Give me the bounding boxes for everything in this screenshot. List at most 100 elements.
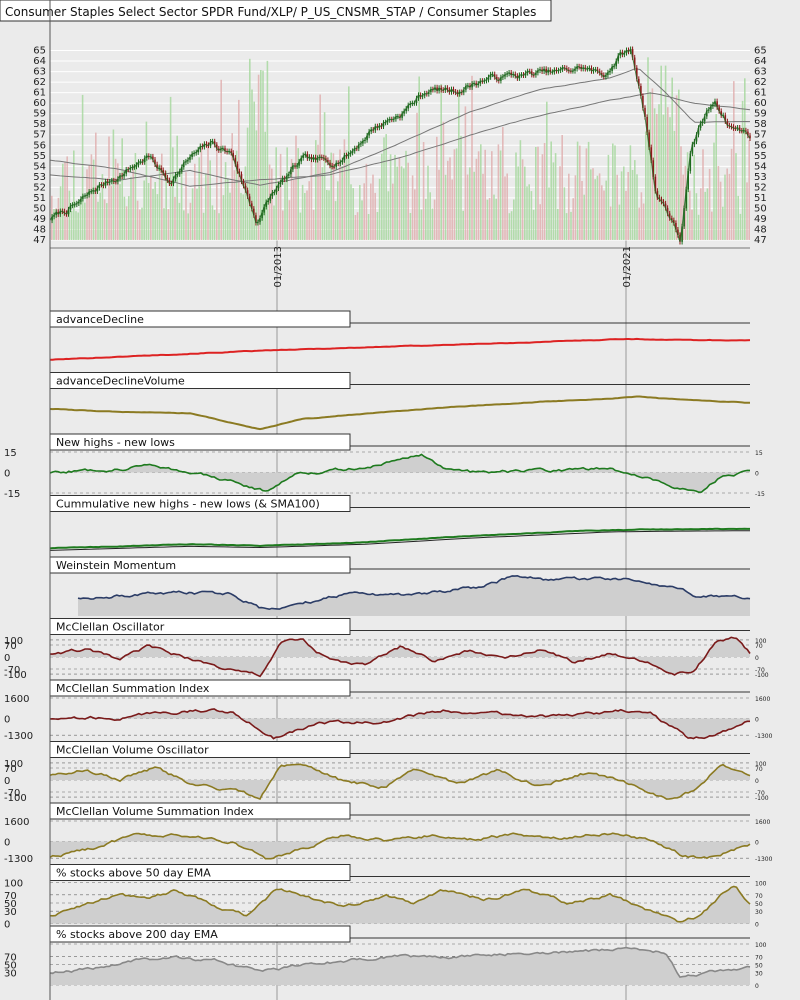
panel-series-line xyxy=(50,636,751,678)
volume-bar xyxy=(645,131,647,240)
volume-bar xyxy=(543,143,546,240)
volume-bar xyxy=(627,172,629,240)
price-candle-body xyxy=(281,178,284,183)
volume-bar xyxy=(222,195,225,240)
panel-title: McClellan Volume Oscillator xyxy=(56,744,209,757)
price-candle-body xyxy=(689,153,692,172)
price-candle-body xyxy=(191,153,193,157)
volume-bar xyxy=(561,135,563,240)
panel-tick-right: 70 xyxy=(755,643,763,650)
price-tick-left: 52 xyxy=(33,182,46,193)
panel-title: New highs - new lows xyxy=(56,436,175,449)
volume-bar xyxy=(244,166,247,240)
price-candle-body xyxy=(636,67,638,79)
panel-series-line xyxy=(77,574,751,611)
price-candle-body xyxy=(119,175,121,179)
price-candle-body xyxy=(263,206,265,213)
price-candle-body xyxy=(104,181,107,186)
price-candle-body xyxy=(693,141,696,145)
volume-bar xyxy=(728,173,731,240)
price-candle-body xyxy=(592,69,595,72)
price-tick-right: 57 xyxy=(754,130,767,141)
panel-tick-left: 0 xyxy=(4,838,10,849)
panel-pctAbove50EMA: % stocks above 50 day EMA100705030010070… xyxy=(4,864,767,931)
volume-bar xyxy=(427,165,429,240)
panel-cumNewHighsLows: Cummulative new highs - new lows (& SMA1… xyxy=(49,495,751,557)
price-candle-body xyxy=(640,86,642,96)
price-candle-body xyxy=(561,67,564,70)
volume-bar xyxy=(152,189,154,240)
volume-bar xyxy=(367,214,370,240)
volume-bar xyxy=(541,154,544,240)
price-candle-body xyxy=(395,116,397,120)
price-candle-body xyxy=(419,95,422,97)
volume-bar xyxy=(524,166,526,240)
volume-bar xyxy=(257,74,260,240)
price-candle-body xyxy=(366,135,368,141)
price-candle-body xyxy=(232,152,234,158)
price-candle-body xyxy=(205,143,208,146)
volume-bar xyxy=(312,209,315,240)
price-candle-body xyxy=(603,75,605,77)
volume-bar xyxy=(70,211,73,240)
volume-bar xyxy=(596,175,599,240)
price-candle-body xyxy=(106,181,109,183)
volume-bar xyxy=(398,157,401,240)
price-candle-body xyxy=(137,162,140,165)
price-candle-body xyxy=(244,185,247,191)
volume-bar xyxy=(301,184,304,240)
panel-tick-left: -100 xyxy=(4,793,27,804)
panel-mcclellanVolumeSummation: McClellan Volume Summation Index 1600 0 -13… xyxy=(4,802,773,865)
price-candle-body xyxy=(749,135,751,139)
price-candle-body xyxy=(368,131,370,136)
panel-tick-left: 30 xyxy=(4,969,17,980)
panel-tick-left: 1600 xyxy=(4,817,29,828)
volume-bar xyxy=(143,180,145,240)
price-candle-body xyxy=(57,211,59,215)
price-candle-body xyxy=(518,75,521,79)
volume-bar xyxy=(253,101,255,240)
price-candle-body xyxy=(685,189,687,209)
price-candle-body xyxy=(500,77,502,81)
indicator-panels: advanceDecline advanceDeclineVolume New hi… xyxy=(4,310,773,990)
volume-bar xyxy=(693,154,695,240)
volume-bar xyxy=(378,178,381,240)
volume-bar xyxy=(563,187,566,240)
volume-bar xyxy=(535,147,537,240)
volume-bar xyxy=(147,183,150,240)
panel-mcclellanOscillator: McClellan Oscillator100700-70-100100700-… xyxy=(4,618,769,681)
price-candle-body xyxy=(668,213,671,219)
price-candle-body xyxy=(621,52,624,55)
volume-bar xyxy=(572,198,574,240)
volume-bar xyxy=(724,174,726,240)
volume-bar xyxy=(475,158,478,240)
volume-bar xyxy=(165,170,167,240)
price-candle-body xyxy=(516,75,519,79)
price-candle-body xyxy=(660,199,663,202)
volume-bar xyxy=(719,181,722,240)
price-candle-body xyxy=(405,108,407,112)
volume-bar xyxy=(537,146,539,240)
volume-bar xyxy=(612,143,614,240)
volume-bar xyxy=(455,148,458,240)
volume-bar xyxy=(187,213,189,240)
panel-tick-right: 70 xyxy=(755,766,763,773)
price-candle-body xyxy=(154,159,156,165)
panel-weinsteinMomentum: Weinstein Momentum xyxy=(49,556,751,618)
price-candle-body xyxy=(549,69,552,72)
volume-bar xyxy=(493,194,495,240)
price-tick-left: 55 xyxy=(33,151,46,162)
panel-tick-left: 70 xyxy=(4,891,17,902)
volume-bar xyxy=(233,170,236,240)
volume-bar xyxy=(480,144,482,240)
volume-bar xyxy=(517,166,519,240)
price-candle-body xyxy=(446,87,449,90)
price-candle-body xyxy=(251,203,253,209)
panel-tick-left: 0 xyxy=(4,715,10,726)
volume-bar xyxy=(552,162,555,240)
volume-bar xyxy=(616,174,618,240)
price-candle-body xyxy=(646,117,648,133)
volume-bar xyxy=(700,188,702,240)
volume-bar xyxy=(242,194,244,240)
